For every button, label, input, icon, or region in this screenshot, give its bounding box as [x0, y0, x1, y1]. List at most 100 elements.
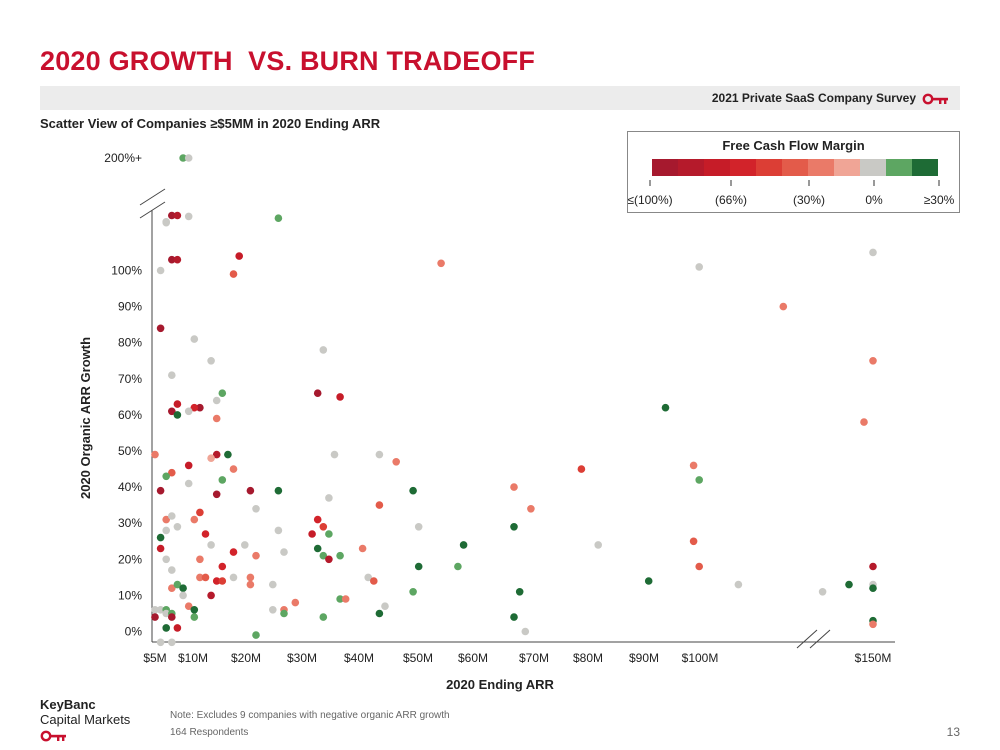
data-point [162, 624, 170, 632]
data-point [162, 526, 170, 535]
legend-label: 0% [865, 193, 883, 207]
data-point [325, 555, 333, 564]
respondent-count: 164 Respondents [170, 727, 249, 738]
data-point [156, 638, 165, 647]
y-tick-label: 90% [118, 300, 142, 314]
data-point [454, 562, 462, 571]
data-point [269, 580, 277, 589]
brand-name: KeyBanc [40, 697, 96, 712]
data-point [207, 541, 215, 549]
data-point [515, 588, 524, 596]
data-point [229, 270, 238, 278]
data-point [274, 526, 283, 535]
data-point [184, 479, 193, 488]
data-point [151, 450, 159, 459]
chart-subtitle: Scatter View of Companies ≥$5MM in 2020 … [40, 116, 381, 131]
data-point [156, 544, 165, 553]
data-point [184, 212, 193, 221]
x-tick-label: $70M [519, 651, 549, 665]
data-point [845, 580, 853, 589]
data-point [168, 638, 176, 647]
data-point [190, 613, 199, 621]
data-point [151, 613, 159, 621]
data-point [218, 577, 227, 585]
data-point [173, 400, 182, 408]
data-point [510, 483, 518, 491]
data-point [246, 580, 255, 589]
data-point [437, 259, 445, 268]
data-point [190, 515, 199, 524]
data-point [168, 407, 176, 416]
data-point [168, 613, 176, 621]
legend-label: ≤(100%) [628, 193, 673, 207]
y-tick-label: 60% [118, 408, 142, 422]
data-point [319, 346, 328, 354]
data-point [168, 371, 176, 380]
data-point [156, 324, 165, 333]
data-point [212, 396, 221, 405]
data-point [869, 357, 877, 365]
data-point [168, 468, 176, 477]
data-point [168, 512, 176, 520]
data-point [313, 515, 322, 524]
data-point [156, 266, 165, 275]
y-axis-label: 2020 Organic ARR Growth [78, 337, 93, 499]
data-point [695, 476, 703, 484]
key-logo-icon [922, 92, 952, 111]
key-logo-icon [40, 729, 70, 748]
data-point [325, 530, 333, 538]
data-point [162, 555, 170, 564]
data-point [196, 555, 204, 564]
data-point [190, 606, 199, 614]
data-point [207, 454, 215, 463]
data-point [168, 566, 176, 574]
data-point [190, 335, 199, 343]
data-point [224, 450, 232, 459]
data-point [510, 613, 518, 621]
data-point [212, 577, 221, 585]
data-point [168, 255, 176, 264]
legend-swatch [912, 159, 938, 176]
data-point [173, 624, 182, 632]
legend-swatch [652, 159, 678, 176]
x-tick-label: $100M [682, 651, 719, 665]
data-point [162, 472, 170, 481]
data-point [184, 154, 193, 162]
fcf-legend: Free Cash Flow Margin ≤(100%) (66%) (30%) 0… [627, 131, 960, 213]
y-axis-break [139, 188, 166, 206]
legend-title: Free Cash Flow Margin [722, 138, 865, 153]
legend-swatch [808, 159, 834, 176]
data-point [151, 606, 159, 614]
y-tick-label: 70% [118, 372, 142, 386]
y-tick-label: 30% [118, 516, 142, 530]
data-point [156, 533, 165, 542]
data-point [594, 541, 602, 549]
page-title: 2020 GROWTH VS. BURN TRADEOFF [40, 46, 536, 76]
data-point [168, 211, 176, 220]
data-point [229, 465, 238, 473]
x-tick-label: $20M [231, 651, 261, 665]
data-point [319, 551, 328, 560]
x-axis-break [809, 629, 831, 649]
data-point [308, 530, 316, 538]
y-tick-label: 100% [111, 264, 142, 278]
data-point [375, 450, 384, 459]
data-point [184, 602, 193, 610]
legend-swatch [678, 159, 704, 176]
footnote: Note: Excludes 9 companies with negative… [170, 710, 450, 721]
legend-swatch [886, 159, 912, 176]
legend-swatch [860, 159, 886, 176]
data-point [414, 523, 423, 531]
data-point [689, 537, 698, 546]
data-point [869, 620, 877, 629]
legend-label: (30%) [793, 193, 825, 207]
data-point [173, 211, 182, 220]
x-tick-label: $30M [287, 651, 317, 665]
data-point [375, 609, 384, 618]
data-point [414, 562, 423, 571]
data-point [196, 508, 204, 517]
data-point [252, 631, 260, 639]
data-point [252, 551, 260, 560]
data-point [162, 218, 170, 227]
